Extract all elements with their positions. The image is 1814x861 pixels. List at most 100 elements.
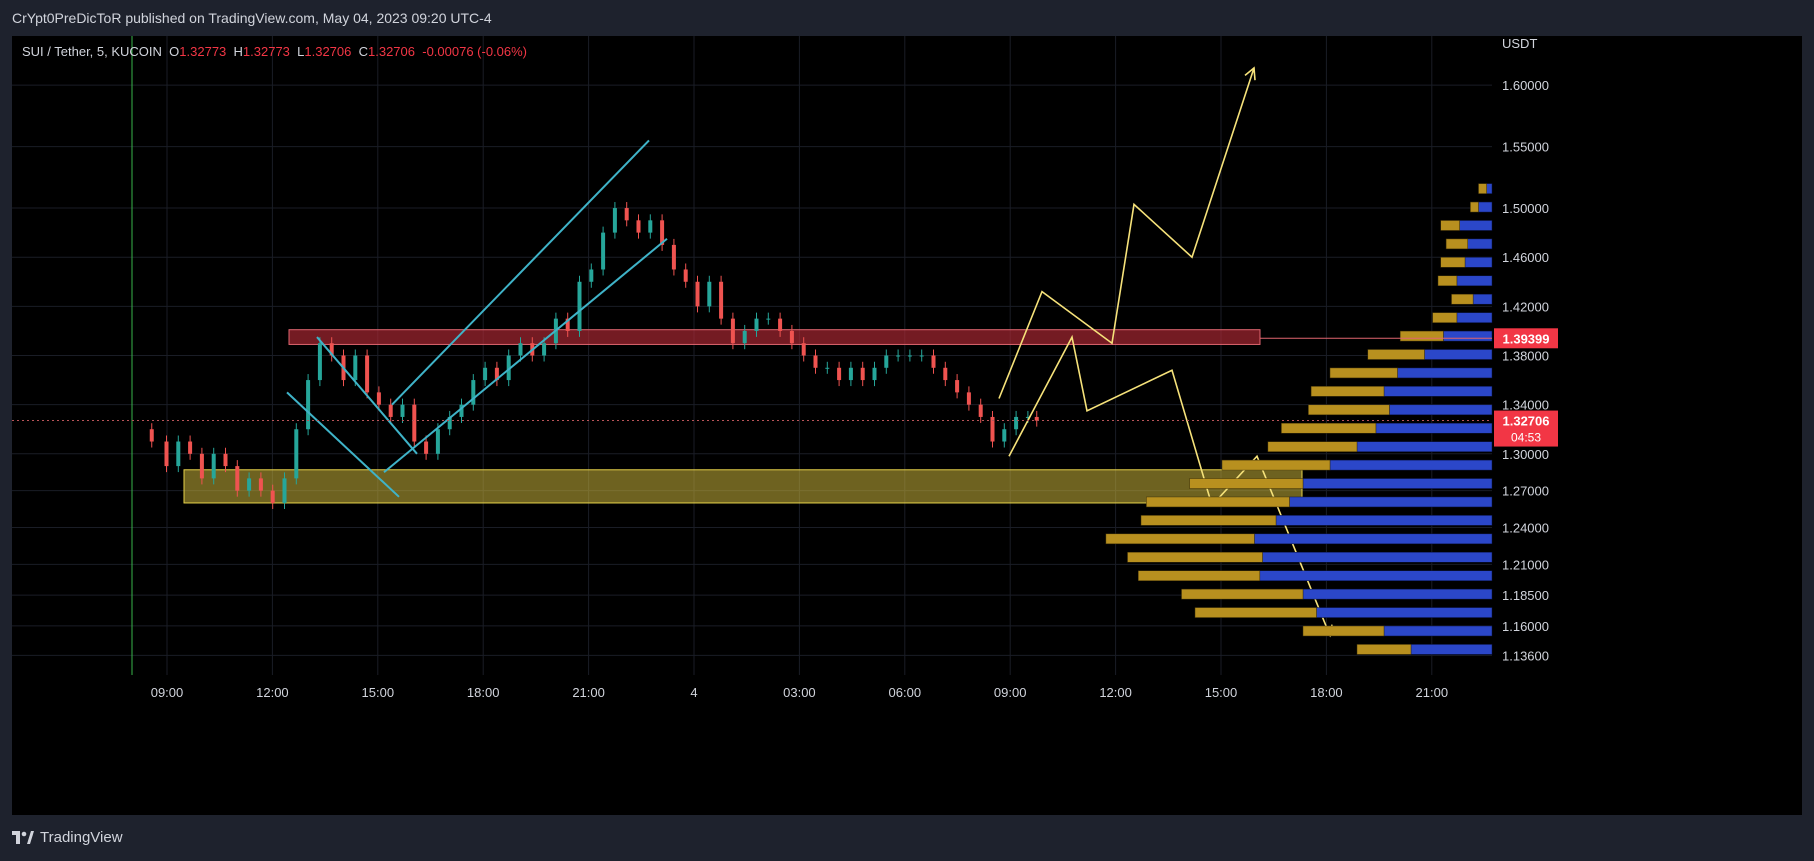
publish-header: CrYpt0PreDicToR published on TradingView… — [0, 0, 1814, 36]
low-value: 1.32706 — [304, 44, 352, 59]
candle-body — [990, 416, 995, 442]
volume-profile-bar-gold — [1310, 386, 1385, 397]
volume-profile-bar-gold — [1140, 515, 1277, 526]
candle-body — [1002, 429, 1007, 442]
candle-body — [459, 404, 464, 417]
candle-body — [471, 380, 476, 405]
volume-profile-bar-gold — [1267, 441, 1358, 452]
volume-profile-bar-blue — [1383, 625, 1493, 637]
candle-body — [648, 220, 653, 233]
candle-body — [211, 453, 216, 479]
candle-body — [683, 269, 688, 282]
volume-profile-bar-gold — [1445, 238, 1468, 250]
candle-body — [494, 367, 499, 381]
volume-profile-bar-blue — [1397, 367, 1493, 379]
y-tick-label: 1.34000 — [1502, 398, 1549, 413]
y-tick-label: 1.46000 — [1502, 250, 1549, 265]
candle-body — [164, 441, 169, 467]
candle-body — [1014, 416, 1019, 430]
volume-profile-bar-blue — [1467, 238, 1493, 250]
current-price-text: 1.32706 — [1503, 414, 1550, 429]
volume-profile-bar-gold — [1194, 607, 1317, 618]
volume-profile-bar-gold — [1308, 404, 1390, 416]
x-tick-label: 09:00 — [994, 685, 1027, 700]
candle-body — [848, 367, 853, 381]
current-price-box — [1494, 410, 1558, 447]
candle-body — [872, 367, 877, 381]
candle-body — [742, 330, 747, 344]
tradingview-logo[interactable]: TradingView — [12, 829, 123, 846]
candle-body — [565, 318, 570, 331]
candle-body — [542, 343, 547, 356]
candle-body — [730, 318, 735, 344]
high-label: H — [233, 44, 243, 59]
volume-profile-bar-blue — [1456, 312, 1493, 323]
candle-body — [978, 404, 983, 417]
y-tick-label: 1.13600 — [1502, 648, 1549, 663]
volume-profile-bar-gold — [1478, 183, 1487, 194]
candle-body — [282, 478, 287, 503]
candle-body — [506, 355, 511, 381]
ohlc-legend: SUI / Tether, 5, KUCOIN O1.32773 H1.3277… — [22, 44, 527, 59]
footer-bar: TradingView — [0, 815, 1814, 861]
volume-profile-bar-gold — [1105, 533, 1255, 545]
candle-body — [671, 244, 676, 270]
candle-body — [435, 429, 440, 454]
falling-channel-lower — [286, 391, 400, 498]
candle-body — [707, 281, 712, 307]
volume-profile-bar-blue — [1375, 422, 1493, 434]
volume-profile-bar-blue — [1486, 183, 1493, 194]
candle-body — [943, 367, 948, 381]
candle-body — [149, 429, 154, 442]
y-tick-label: 1.60000 — [1502, 78, 1549, 93]
volume-profile-bar-gold — [1189, 478, 1304, 489]
candle-body — [589, 269, 594, 282]
volume-profile-bar-gold — [1399, 330, 1444, 342]
volume-profile-bar-blue — [1289, 496, 1493, 508]
tradingview-icon — [12, 830, 34, 844]
volume-profile-bar-gold — [1138, 570, 1261, 581]
candle-body — [329, 343, 334, 356]
support-zone — [183, 469, 1303, 504]
volume-profile-bar-gold — [1440, 257, 1466, 268]
volume-profile-bar-blue — [1254, 533, 1493, 545]
candle-body — [317, 343, 322, 381]
open-label: O — [169, 44, 180, 59]
candle-body — [188, 441, 193, 454]
close-label: C — [358, 44, 368, 59]
volume-profile-bar-blue — [1383, 386, 1493, 397]
x-tick-label: 21:00 — [1416, 685, 1449, 700]
volume-profile-bar-gold — [1470, 201, 1479, 213]
y-tick-label: 1.55000 — [1502, 140, 1549, 155]
x-tick-label: 18:00 — [1310, 685, 1343, 700]
x-tick-label: 4 — [690, 685, 697, 700]
candle-body — [801, 343, 806, 356]
candle-body — [825, 367, 830, 369]
y-tick-label: 1.38000 — [1502, 349, 1549, 364]
price-chart[interactable]: 1.60000 1.55000 1.50000 1.46000 1.42000 1.380… — [12, 36, 1802, 815]
volume-profile-bar-gold — [1329, 367, 1398, 379]
volume-profile-bar-gold — [1367, 349, 1425, 360]
volume-profile-bar-gold — [1127, 552, 1263, 563]
candle-body — [966, 392, 971, 405]
volume-profile-bar-blue — [1275, 515, 1493, 526]
volume-profile-bar-gold — [1432, 312, 1458, 323]
rising-channel-lower — [383, 237, 668, 474]
bearish-projection-path — [1008, 334, 1331, 636]
candle-body — [424, 441, 429, 454]
falling-channel-upper — [316, 336, 418, 455]
volume-profile-bar-blue — [1259, 570, 1493, 581]
candle-body — [400, 404, 405, 417]
x-tick-label: 09:00 — [151, 685, 184, 700]
x-tick-label: 15:00 — [362, 685, 395, 700]
y-tick-label: 1.18500 — [1502, 588, 1549, 603]
close-value: 1.32706 — [368, 44, 415, 59]
candle-body — [1034, 416, 1039, 421]
volume-profile-bar-gold — [1440, 220, 1460, 231]
open-value: 1.32773 — [179, 44, 227, 59]
volume-profile-bar-blue — [1443, 330, 1493, 342]
candle-body — [612, 208, 617, 233]
candle-body — [789, 330, 794, 344]
arrowhead-up — [1244, 66, 1256, 81]
chart-area[interactable]: 1.60000 1.55000 1.50000 1.46000 1.42000 1.380… — [12, 36, 1802, 815]
